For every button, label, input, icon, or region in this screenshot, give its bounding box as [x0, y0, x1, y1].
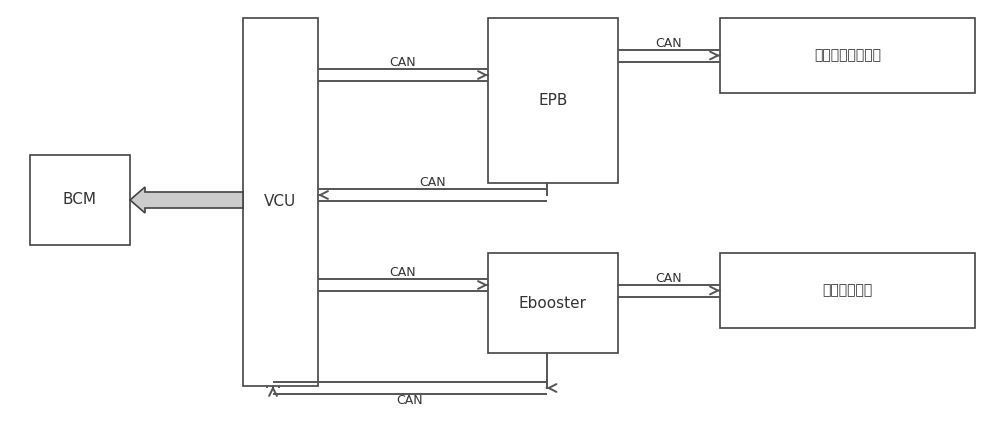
Text: EPB: EPB	[538, 93, 568, 108]
Text: CAN: CAN	[656, 272, 682, 285]
Text: CAN: CAN	[390, 56, 416, 70]
Text: CAN: CAN	[390, 267, 416, 279]
Bar	[488, 18, 618, 183]
Text: BCM: BCM	[63, 192, 97, 207]
Bar	[720, 253, 975, 328]
Text: CAN: CAN	[656, 37, 682, 50]
Bar	[488, 253, 618, 353]
Bar	[720, 18, 975, 93]
Text: 电子驻车执行机构: 电子驻车执行机构	[814, 48, 881, 62]
Text: CAN: CAN	[396, 393, 423, 407]
Text: VCU: VCU	[264, 195, 297, 209]
Bar	[243, 18, 318, 386]
Polygon shape	[130, 187, 243, 213]
Text: Ebooster: Ebooster	[519, 296, 587, 310]
Bar	[30, 155, 130, 245]
Text: 液压执行机戶: 液压执行机戶	[822, 284, 873, 298]
Text: CAN: CAN	[419, 176, 446, 190]
